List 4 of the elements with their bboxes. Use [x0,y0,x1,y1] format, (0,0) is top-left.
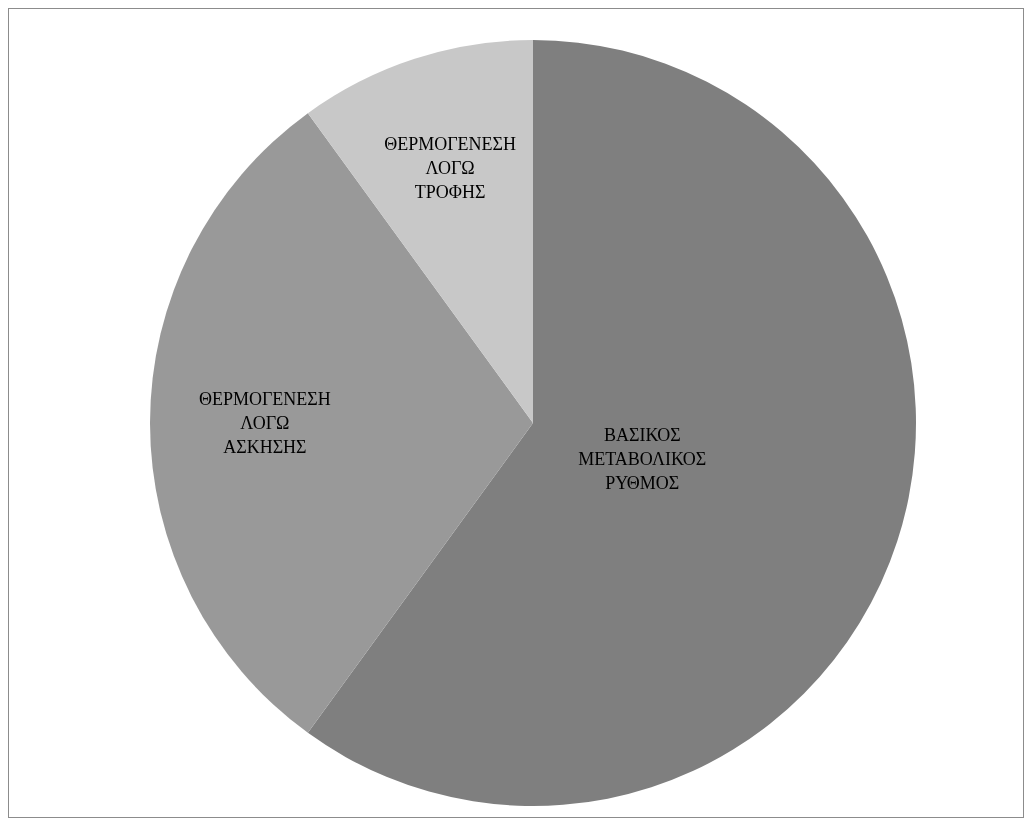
slice-label: ΒΑΣΙΚΟΣ ΜΕΤΑΒΟΛΙΚΟΣ ΡΥΘΜΟΣ [578,424,707,493]
slice-label: ΘΕΡΜΟΓΕΝΕΣΗ ΛΟΓΩ ΤΡΟΦΗΣ [384,134,517,203]
pie-slice [150,113,533,733]
slice-label: ΘΕΡΜΟΓΕΝΕΣΗ ΛΟΓΩ ΑΣΚΗΣΗΣ [198,389,331,457]
